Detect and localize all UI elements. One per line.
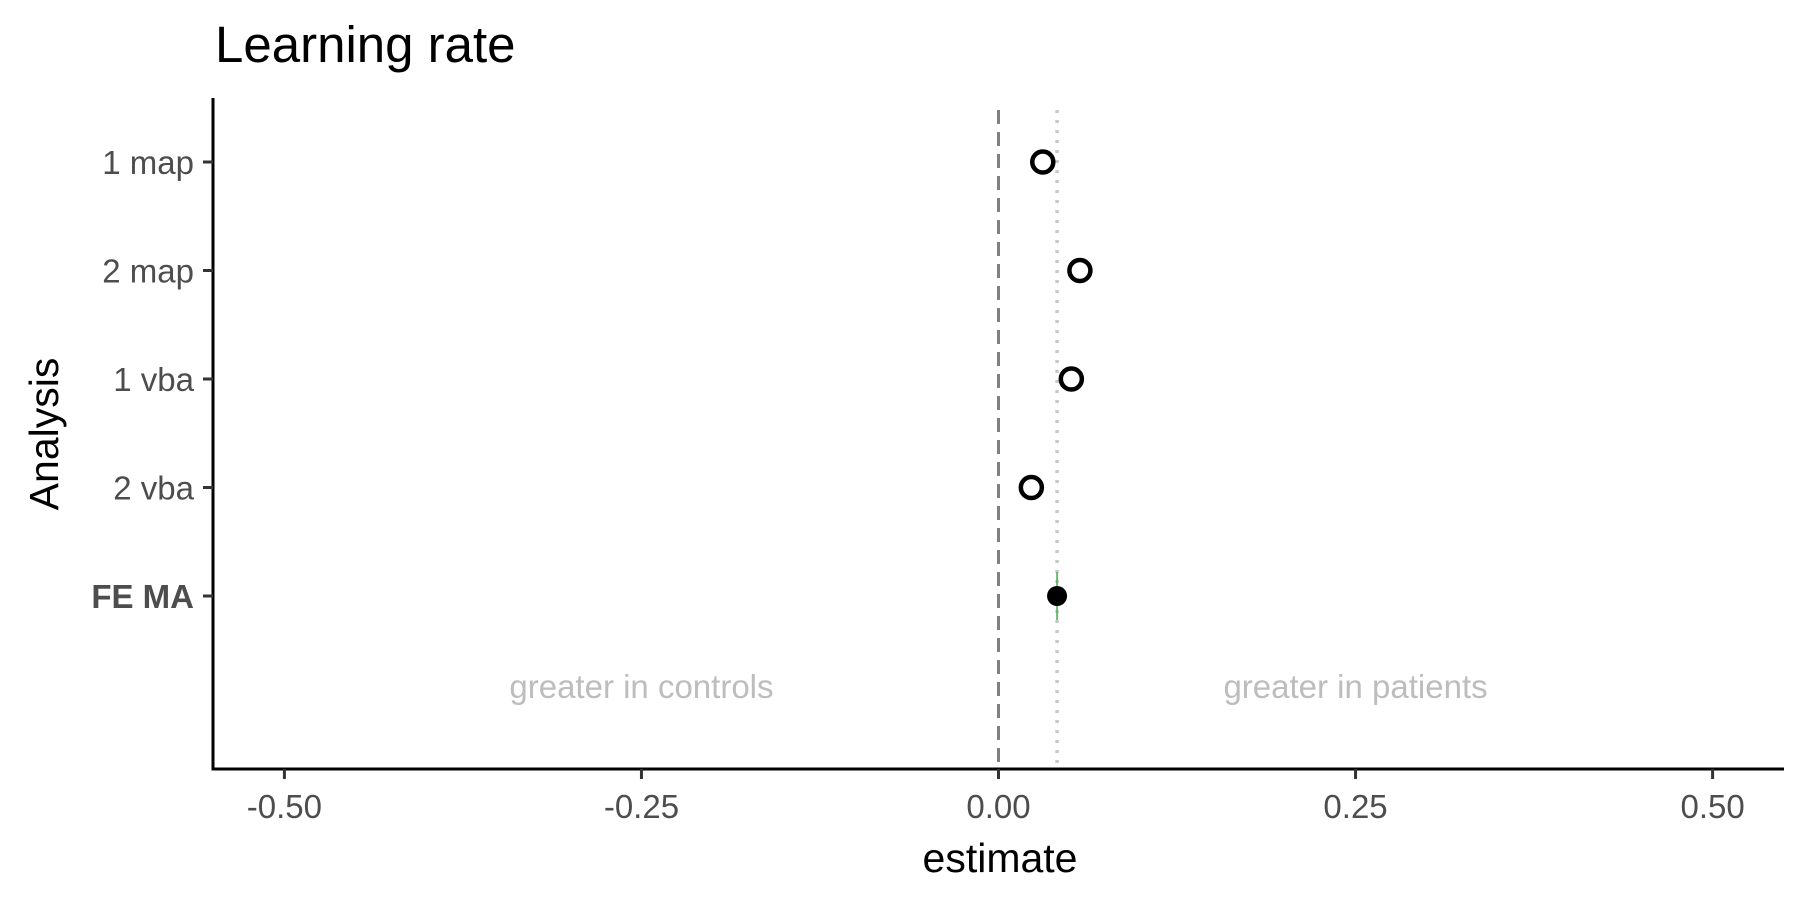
pooled-data-point — [1047, 586, 1068, 606]
y-axis-title: Analysis — [21, 358, 67, 511]
y-tick-label: 2 map — [102, 253, 194, 290]
chart-title: Learning rate — [215, 16, 516, 73]
y-tick-label: 1 map — [102, 144, 194, 181]
annotation-2: greater in patients — [1223, 668, 1487, 705]
x-tick-label: -0.50 — [247, 788, 322, 825]
y-tick-label: 1 vba — [113, 361, 194, 398]
data-point — [1067, 257, 1093, 284]
data-point — [1018, 474, 1045, 501]
x-axis-title: estimate — [923, 835, 1078, 881]
x-tick-label: 0.50 — [1680, 788, 1744, 825]
y-tick-label: 2 vba — [113, 470, 194, 507]
data-point — [1058, 366, 1085, 392]
y-tick-label: FE MA — [91, 578, 194, 615]
plot-area: greater in controls greater in patients -0… — [91, 98, 1784, 825]
annotation-1: greater in controls — [509, 668, 773, 705]
data-point — [1030, 149, 1056, 175]
x-tick-label: 0.25 — [1323, 788, 1387, 825]
x-tick-label: 0.00 — [966, 788, 1030, 825]
x-tick-label: -0.25 — [604, 788, 679, 825]
